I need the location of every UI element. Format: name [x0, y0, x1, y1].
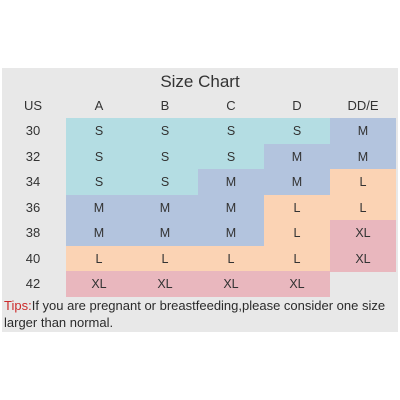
band-label: 40: [25, 250, 41, 266]
size-cell: M: [198, 194, 264, 221]
size-cell: L: [330, 169, 396, 195]
size-cell: XL: [66, 271, 132, 297]
size-cell: XL: [132, 271, 198, 297]
size-cell: M: [132, 220, 198, 246]
size-cell: M: [264, 143, 330, 170]
size-cell: S: [264, 118, 330, 144]
size-cell: XL: [330, 220, 396, 246]
size-cell: S: [132, 169, 198, 195]
band-label: 30: [25, 123, 41, 138]
size-cell: M: [330, 143, 396, 170]
cup-header-a: A: [94, 98, 104, 113]
band-label: 34: [25, 174, 41, 189]
size-cell: XL: [330, 245, 396, 272]
size-cell: M: [330, 118, 396, 144]
size-cell: L: [264, 194, 330, 221]
tips-note: Tips:If you are pregnant or breastfeedin…: [4, 297, 396, 331]
cup-header-c: C: [226, 98, 236, 113]
size-cell: L: [198, 245, 264, 272]
size-cell: L: [66, 245, 132, 272]
size-cell: S: [66, 143, 132, 170]
size-cell: L: [132, 245, 198, 272]
size-cell: L: [264, 245, 330, 272]
size-cell: M: [198, 169, 264, 195]
size-cell: S: [66, 118, 132, 144]
cup-header-dde: DD/E: [347, 98, 379, 113]
size-cell: S: [132, 143, 198, 170]
size-cell: XL: [198, 271, 264, 297]
band-label: 36: [25, 199, 41, 215]
size-cell: XL: [264, 271, 330, 297]
band-label: 32: [25, 148, 41, 164]
band-header: US: [23, 98, 43, 113]
cup-header-b: B: [160, 98, 170, 113]
band-label: 42: [25, 276, 41, 291]
tips-label: Tips:: [4, 298, 32, 313]
cup-header-d: D: [292, 98, 302, 113]
band-label: 38: [25, 225, 41, 240]
size-cell: M: [198, 220, 264, 246]
size-cell: [330, 271, 396, 297]
size-cell: S: [198, 143, 264, 170]
size-cell: S: [198, 118, 264, 144]
size-cell: M: [66, 194, 132, 221]
size-cell: L: [264, 220, 330, 246]
size-cell: L: [330, 194, 396, 221]
tips-text: If you are pregnant or breastfeeding,ple…: [4, 298, 386, 330]
size-cell: M: [264, 169, 330, 195]
size-cell: M: [66, 220, 132, 246]
size-cell: S: [132, 118, 198, 144]
size-cell: M: [132, 194, 198, 221]
size-cell: S: [66, 169, 132, 195]
chart-title: Size Chart: [160, 72, 240, 91]
